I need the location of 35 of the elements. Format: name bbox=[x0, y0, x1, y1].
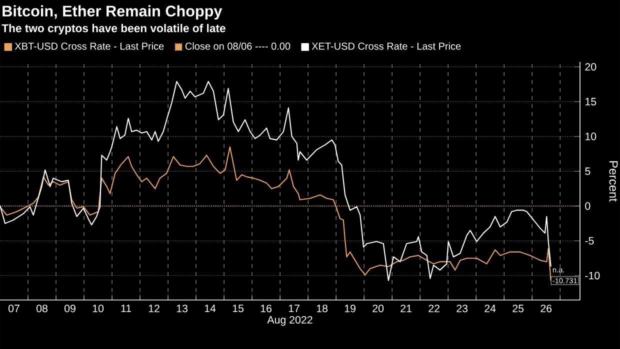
x-tick-label: 13 bbox=[176, 304, 188, 312]
x-tick-label: 09 bbox=[64, 304, 76, 312]
x-axis-title: Aug 2022 bbox=[267, 316, 312, 326]
y-tick-label: -10 bbox=[585, 272, 600, 280]
x-tick-label: 21 bbox=[400, 304, 412, 312]
y-tick-label: 5 bbox=[585, 168, 590, 175]
x-tick-label: 20 bbox=[372, 304, 384, 312]
x-tick-label: 19 bbox=[344, 304, 356, 312]
x-tick-label: 12 bbox=[148, 304, 160, 312]
x-tick-label: 17 bbox=[288, 304, 300, 312]
y-tick-label: 0 bbox=[585, 202, 590, 210]
y-axis-title: Percent bbox=[609, 161, 618, 202]
x-tick-label: 23 bbox=[456, 304, 468, 312]
x-tick-label: 22 bbox=[428, 304, 440, 312]
x-tick-label: 14 bbox=[204, 304, 216, 312]
x-tick-label: 11 bbox=[121, 304, 132, 312]
y-tick-label: -5 bbox=[585, 237, 594, 245]
x-tick-label: 08 bbox=[36, 304, 48, 312]
legend-label: XET-USD Cross Rate - Last Price bbox=[312, 42, 461, 50]
y-tick-label: 10 bbox=[586, 132, 596, 140]
y-tick-label: 20 bbox=[585, 63, 596, 71]
legend-label: Close on 08/06 ---- 0.00 bbox=[185, 42, 290, 50]
x-tick-label: 07 bbox=[8, 304, 20, 312]
x-tick-label: 18 bbox=[316, 304, 328, 312]
x-tick-label: 10 bbox=[92, 304, 104, 312]
legend-label: XBT-USD Cross Rate - Last Price bbox=[14, 42, 164, 50]
x-tick-label: 15 bbox=[232, 304, 244, 312]
y-tick-label: 15 bbox=[586, 98, 596, 106]
chart-title: Bitcoin, Ether Remain Choppy bbox=[2, 5, 222, 20]
line-series bbox=[0, 80, 552, 282]
x-tick-label: 16 bbox=[260, 304, 272, 312]
x-tick-label: 26 bbox=[540, 304, 552, 312]
chart-subtitle: The two cryptos have been volatile of late bbox=[2, 24, 226, 34]
x-tick-label: 24 bbox=[484, 304, 496, 312]
x-tick-label: 25 bbox=[512, 304, 524, 312]
